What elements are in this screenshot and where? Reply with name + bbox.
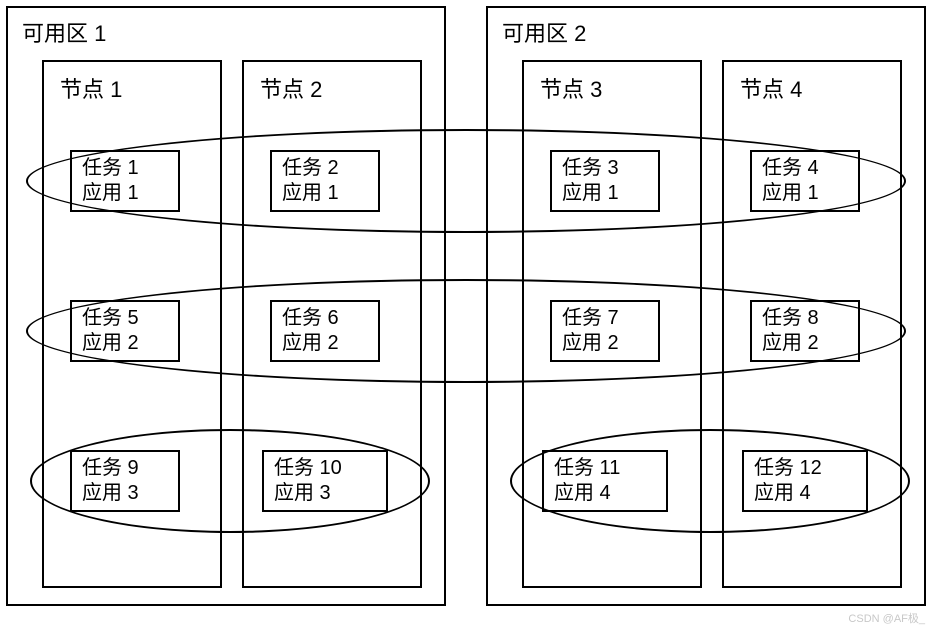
zone-2-title: 可用区 2 xyxy=(502,16,586,48)
task-10-app: 应用 3 xyxy=(274,481,376,506)
node-2-title: 节点 2 xyxy=(260,72,322,104)
task-1-app: 应用 1 xyxy=(82,181,168,206)
task-1-name: 任务 1 xyxy=(82,156,168,181)
task-9: 任务 9 应用 3 xyxy=(70,450,180,512)
diagram-canvas: { "diagram": { "type": "infographic", "b… xyxy=(0,0,933,632)
task-10-name: 任务 10 xyxy=(274,456,376,481)
task-8-app: 应用 2 xyxy=(762,331,848,356)
task-4-app: 应用 1 xyxy=(762,181,848,206)
task-6: 任务 6 应用 2 xyxy=(270,300,380,362)
task-7-app: 应用 2 xyxy=(562,331,648,356)
task-8-name: 任务 8 xyxy=(762,306,848,331)
task-3: 任务 3 应用 1 xyxy=(550,150,660,212)
task-10: 任务 10 应用 3 xyxy=(262,450,388,512)
task-12: 任务 12 应用 4 xyxy=(742,450,868,512)
task-4: 任务 4 应用 1 xyxy=(750,150,860,212)
task-1: 任务 1 应用 1 xyxy=(70,150,180,212)
task-7: 任务 7 应用 2 xyxy=(550,300,660,362)
task-3-name: 任务 3 xyxy=(562,156,648,181)
task-12-name: 任务 12 xyxy=(754,456,856,481)
task-11-name: 任务 11 xyxy=(554,456,656,481)
task-3-app: 应用 1 xyxy=(562,181,648,206)
task-5-app: 应用 2 xyxy=(82,331,168,356)
task-12-app: 应用 4 xyxy=(754,481,856,506)
task-2-app: 应用 1 xyxy=(282,181,368,206)
node-3-title: 节点 3 xyxy=(540,72,602,104)
task-5-name: 任务 5 xyxy=(82,306,168,331)
task-9-name: 任务 9 xyxy=(82,456,168,481)
node-4-title: 节点 4 xyxy=(740,72,802,104)
task-2-name: 任务 2 xyxy=(282,156,368,181)
node-1-title: 节点 1 xyxy=(60,72,122,104)
watermark: CSDN @AF极_ xyxy=(848,610,925,626)
task-6-app: 应用 2 xyxy=(282,331,368,356)
zone-1-title: 可用区 1 xyxy=(22,16,106,48)
task-5: 任务 5 应用 2 xyxy=(70,300,180,362)
task-8: 任务 8 应用 2 xyxy=(750,300,860,362)
task-7-name: 任务 7 xyxy=(562,306,648,331)
task-9-app: 应用 3 xyxy=(82,481,168,506)
task-2: 任务 2 应用 1 xyxy=(270,150,380,212)
task-4-name: 任务 4 xyxy=(762,156,848,181)
task-11-app: 应用 4 xyxy=(554,481,656,506)
task-11: 任务 11 应用 4 xyxy=(542,450,668,512)
task-6-name: 任务 6 xyxy=(282,306,368,331)
